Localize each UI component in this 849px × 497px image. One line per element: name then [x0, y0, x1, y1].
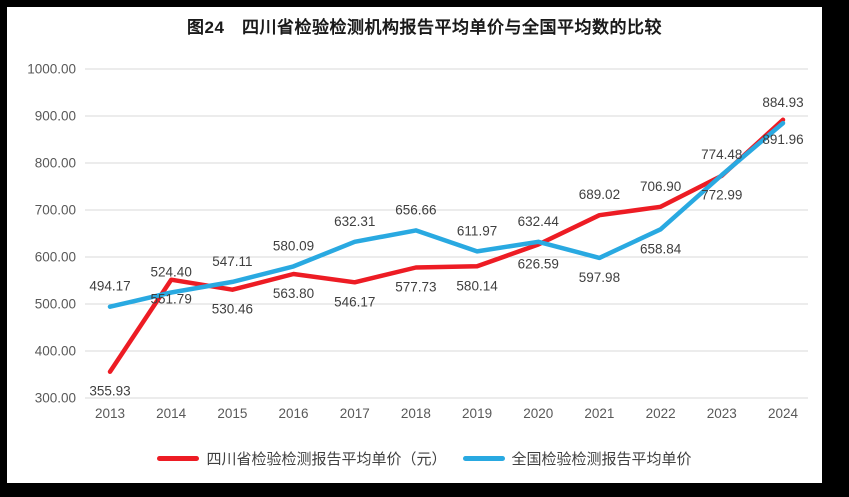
data-label-sichuan-2022: 706.90 [640, 179, 681, 194]
data-label-national-2015: 547.11 [212, 254, 252, 269]
data-label-national-2016: 580.09 [273, 238, 314, 253]
y-axis-tick-label: 1000.00 [27, 62, 76, 77]
x-axis-tick-label: 2013 [95, 406, 125, 421]
x-axis-tick-label: 2020 [523, 406, 553, 421]
legend-item-sichuan: 四川省检验检测报告平均单价（元） [157, 448, 447, 469]
y-axis-tick-label: 500.00 [35, 297, 76, 312]
legend-label-national: 全国检验检测报告平均单价 [511, 451, 692, 468]
legend-label-sichuan: 四川省检验检测报告平均单价（元） [206, 451, 447, 468]
data-label-national-2017: 632.31 [334, 214, 375, 229]
data-label-national-2023: 774.48 [701, 147, 742, 162]
data-label-national-2022: 658.84 [640, 241, 682, 256]
y-axis-tick-label: 400.00 [35, 344, 76, 359]
x-axis-tick-label: 2019 [462, 406, 492, 421]
chart-title: 图24 四川省检验检测机构报告平均单价与全国平均数的比较 [187, 18, 662, 37]
y-axis-tick-label: 900.00 [35, 109, 76, 124]
data-label-sichuan-2017: 546.17 [334, 294, 375, 309]
y-axis-tick-label: 800.00 [35, 156, 76, 171]
data-label-sichuan-2020: 626.59 [518, 257, 559, 272]
data-label-national-2021: 597.98 [579, 270, 620, 285]
x-axis-tick-label: 2022 [646, 406, 676, 421]
data-label-national-2018: 656.66 [395, 202, 436, 217]
legend-item-national: 全国检验检测报告平均单价 [462, 448, 692, 469]
series-line-national [107, 120, 786, 309]
data-label-national-2024: 884.93 [762, 95, 803, 110]
chart-background [7, 7, 822, 483]
y-axis-tick-label: 300.00 [35, 391, 76, 406]
data-label-national-2013: 494.17 [89, 279, 130, 294]
x-axis-tick-label: 2024 [768, 406, 799, 421]
data-label-sichuan-2023: 772.99 [701, 188, 742, 203]
data-label-sichuan-2015: 530.46 [212, 302, 253, 317]
data-label-national-2019: 611.97 [457, 223, 497, 238]
data-label-sichuan-2016: 563.80 [273, 286, 314, 301]
data-label-national-2014: 524.40 [151, 265, 192, 280]
x-axis-tick-label: 2014 [156, 406, 187, 421]
x-axis-tick-label: 2016 [279, 406, 309, 421]
data-label-sichuan-2014: 551.79 [151, 292, 192, 307]
sichuan-series-color-swatch [157, 456, 200, 461]
x-axis-tick-label: 2023 [707, 406, 737, 421]
data-label-sichuan-2019: 580.14 [456, 278, 498, 293]
national-series-color-swatch [462, 456, 505, 461]
data-label-sichuan-2013: 355.93 [89, 384, 130, 399]
data-label-sichuan-2024: 891.96 [762, 132, 803, 147]
x-axis-tick-label: 2018 [401, 406, 431, 421]
x-axis-tick-label: 2015 [217, 406, 247, 421]
y-axis-tick-label: 600.00 [35, 250, 76, 265]
x-axis-tick-label: 2021 [584, 406, 614, 421]
y-axis-tick-label: 700.00 [35, 203, 76, 218]
data-label-sichuan-2021: 689.02 [579, 187, 620, 202]
chart-legend: 四川省检验检测报告平均单价（元） 全国检验检测报告平均单价 [0, 448, 849, 469]
data-label-national-2020: 632.44 [518, 214, 560, 229]
x-axis-tick-label: 2017 [340, 406, 370, 421]
data-label-sichuan-2018: 577.73 [395, 279, 436, 294]
series-line-sichuan [107, 117, 786, 374]
